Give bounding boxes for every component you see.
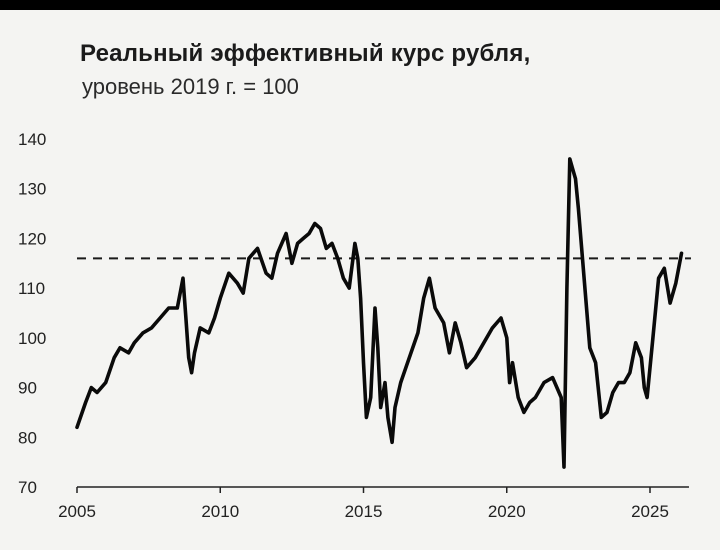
x-tick-label: 2005 [58,502,96,521]
chart-subtitle: уровень 2019 г. = 100 [82,74,299,99]
y-tick-label: 80 [18,428,37,447]
y-tick-label: 130 [18,180,46,199]
y-tick-label: 140 [18,130,46,149]
y-tick-label: 70 [18,478,37,497]
y-tick-label: 120 [18,229,46,248]
chart-title: Реальный эффективный курс рубля, [80,40,531,67]
y-axis-ticks: 70 80 90 100 110 120 130 140 [18,130,46,497]
y-tick-label: 100 [18,329,46,348]
x-tick-label: 2010 [201,502,239,521]
y-tick-label: 90 [18,379,37,398]
x-tick-label: 2015 [345,502,383,521]
x-axis: 2005 2010 2015 2020 2025 [58,486,689,521]
x-tick-label: 2020 [488,502,526,521]
top-border [0,0,720,10]
y-tick-label: 110 [18,279,45,298]
x-tick-label: 2025 [631,502,669,521]
series-line-reer [75,157,684,469]
